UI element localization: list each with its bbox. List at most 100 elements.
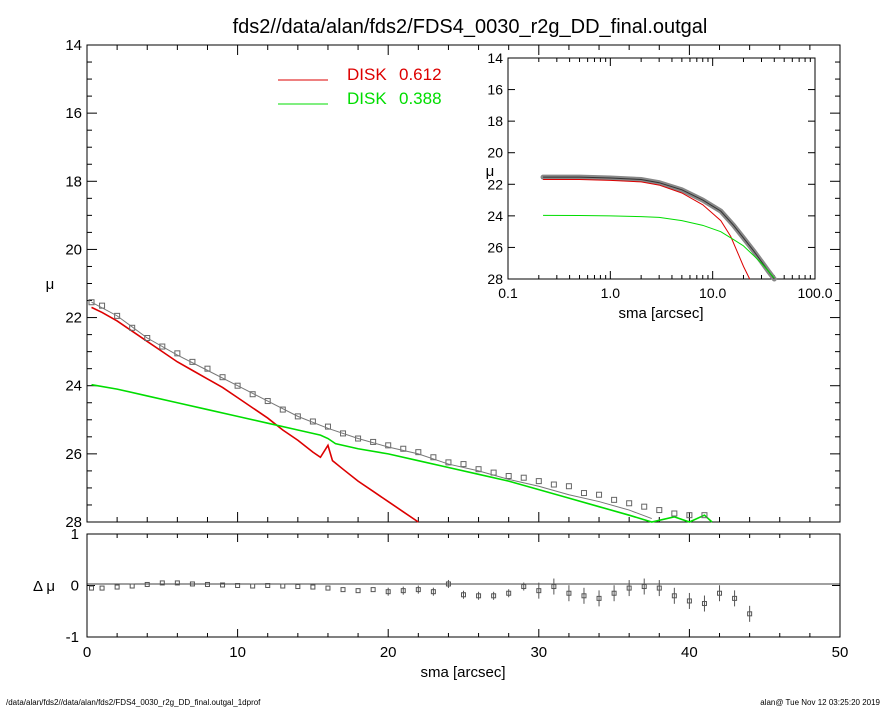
inset-x-label: sma [arcsec] (618, 305, 703, 322)
data-point (430, 454, 437, 461)
data-point (596, 491, 603, 498)
data-point (611, 496, 618, 503)
residual-point (295, 584, 301, 590)
data-point (520, 474, 527, 481)
main-y-tick-label: 20 (65, 241, 82, 258)
data-point (686, 512, 693, 519)
data-point (641, 503, 648, 510)
residual-point (717, 590, 723, 596)
legend-value-disk-red: 0.612 (399, 65, 442, 84)
legend: DISK 0.612 DISK 0.388 (278, 65, 442, 108)
residual-point (144, 581, 150, 587)
footer-left: /data/alan/fds2//data/alan/fds2/FDS4_003… (6, 698, 261, 707)
residual-point (461, 592, 466, 598)
data-point (415, 449, 422, 456)
data-point (580, 490, 587, 497)
residual-point (99, 585, 105, 591)
inset-plot-frame (507, 57, 816, 280)
data-point (88, 299, 95, 306)
residual-point (521, 584, 527, 590)
residual-point (732, 595, 738, 601)
residual-y-tick-label: -1 (66, 629, 79, 646)
data-point (626, 500, 633, 507)
data-point (234, 382, 241, 389)
residual-x-tick-label: 30 (530, 644, 547, 661)
data-point (324, 423, 331, 430)
residual-point (551, 584, 557, 590)
data-point (400, 445, 407, 452)
inset-y-tick-label: 22 (487, 176, 503, 192)
main-y-tick-label: 16 (65, 105, 82, 122)
residual-point (89, 585, 95, 591)
inset-y-tick-label: 26 (487, 239, 503, 255)
data-point (294, 413, 301, 420)
data-point (445, 459, 452, 466)
data-point (505, 473, 512, 480)
inset-x-tick-label: 10.0 (699, 285, 726, 301)
data-point (550, 481, 557, 488)
data-point (475, 466, 482, 473)
main-y-tick-label: 28 (65, 514, 82, 531)
main-y-tick-label: 22 (65, 310, 82, 327)
residual-point (536, 588, 542, 594)
residual-point (701, 601, 707, 607)
residual-point (491, 593, 497, 599)
main-y-tick-label: 26 (65, 446, 82, 463)
data-point (355, 435, 362, 442)
residual-x-tick-label: 20 (380, 644, 397, 661)
residual-point (430, 589, 436, 595)
main-y-tick-label: 18 (65, 173, 82, 190)
residual-x-tick-label: 0 (83, 644, 91, 661)
residual-point (310, 584, 316, 590)
residual-point (445, 581, 451, 587)
data-point (385, 442, 392, 449)
residual-x-tick-label: 50 (832, 644, 849, 661)
main-y-tick-label: 14 (65, 37, 82, 54)
residual-point (355, 588, 361, 594)
data-point (159, 343, 166, 350)
residual-point (626, 585, 632, 591)
residual-point (596, 595, 602, 601)
legend-label-disk-green: DISK (347, 89, 387, 108)
residual-x-tick-label: 10 (229, 644, 246, 661)
residual-point (370, 587, 376, 593)
data-point (129, 324, 136, 331)
residual-x-label: sma [arcsec] (420, 664, 505, 681)
residual-point (581, 593, 587, 599)
main-y-tick-label: 24 (65, 378, 82, 395)
residual-point (656, 585, 662, 591)
inset-log-panel: μ sma [arcsec] 0.1 1.0 10.0 100.0 14 16 18 20 22… (486, 50, 833, 322)
residual-point (641, 584, 647, 590)
residual-point (235, 583, 241, 588)
inset-y-tick-label: 20 (487, 145, 503, 161)
residual-point (114, 584, 120, 590)
residual-point (385, 589, 391, 595)
data-point (535, 478, 542, 485)
residual-point (325, 585, 331, 591)
data-point (114, 312, 121, 319)
inset-data-line (543, 176, 775, 280)
inset-y-tick-label: 16 (487, 82, 503, 98)
inset-y-tick-label: 14 (487, 50, 503, 66)
residual-point (340, 587, 346, 593)
residual-plot-frame (86, 533, 841, 638)
data-point (565, 483, 572, 490)
residual-point (671, 593, 677, 599)
residual-point (159, 580, 165, 586)
series-line-disk-green (91, 383, 713, 523)
residual-point (400, 588, 406, 594)
residual-point (686, 598, 692, 604)
residual-y-tick-label: 0 (71, 578, 79, 595)
inset-x-tick-label: 100.0 (797, 285, 832, 301)
data-point (144, 335, 151, 342)
residual-point (250, 583, 256, 589)
footer-right: alan@ Tue Nov 12 03:25:20 2019 (760, 698, 880, 707)
legend-label-disk-red: DISK (347, 65, 387, 84)
residual-point (476, 593, 482, 599)
residual-point (174, 580, 180, 586)
main-y-label: μ (46, 276, 55, 293)
residual-point (204, 581, 210, 587)
inset-line-disk-green (543, 214, 775, 279)
series-line-disk-red (91, 306, 419, 523)
